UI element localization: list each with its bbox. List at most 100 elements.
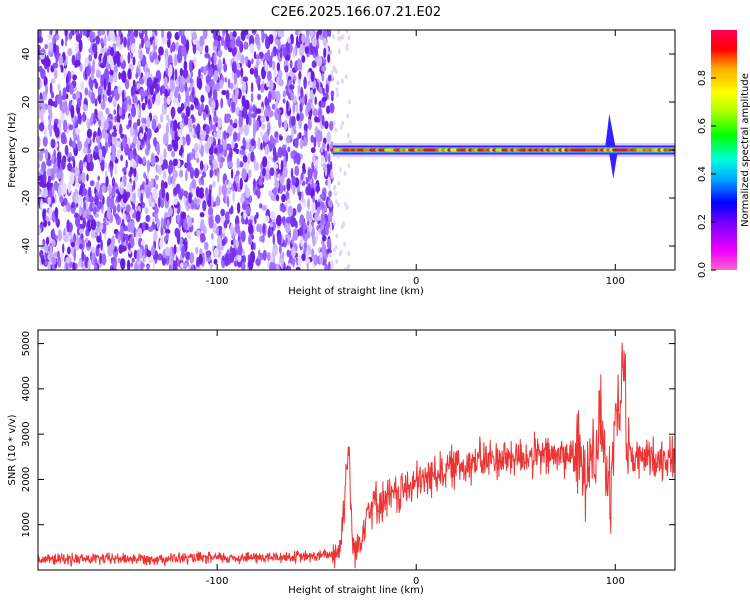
heatmap-cell bbox=[335, 233, 339, 239]
heatmap-cell bbox=[133, 208, 137, 217]
heatmap-cell bbox=[47, 196, 52, 205]
snr-ticks: -100 0 100 1000 2000 3000 4000 5000 bbox=[21, 330, 675, 587]
heatmap-cell bbox=[111, 90, 115, 99]
heatmap-cell bbox=[316, 129, 322, 142]
heatmap-cell bbox=[153, 230, 158, 242]
heatmap-cell bbox=[123, 225, 129, 232]
heatmap-cell bbox=[270, 51, 274, 59]
heatmap-cell bbox=[110, 256, 116, 263]
heatmap-cell bbox=[248, 258, 254, 270]
heatmap-cell bbox=[144, 40, 151, 48]
heatmap-cell bbox=[341, 34, 345, 40]
heatmap-cell bbox=[269, 222, 274, 228]
heatmap-cell bbox=[253, 161, 260, 171]
y-tick-label: -20 bbox=[21, 190, 32, 206]
heatmap-cell bbox=[307, 71, 312, 81]
heatmap-cell bbox=[84, 161, 87, 168]
heatmap-cell bbox=[242, 76, 249, 82]
heatmap-cell bbox=[267, 161, 271, 169]
heatmap-cell bbox=[139, 262, 145, 269]
heatmap-cell bbox=[95, 69, 102, 79]
heatmap-cell bbox=[232, 30, 237, 38]
heatmap-cell bbox=[186, 217, 190, 224]
heatmap-cell bbox=[286, 100, 289, 112]
heatmap-cell bbox=[213, 52, 217, 66]
heatmap-cell bbox=[201, 178, 205, 186]
heatmap-cell bbox=[78, 39, 83, 53]
heatmap-cell bbox=[65, 35, 68, 41]
heatmap-cell bbox=[178, 188, 184, 200]
x-tick-label: 0 bbox=[413, 576, 419, 587]
heatmap-cell bbox=[75, 43, 79, 54]
snr-frame bbox=[37, 329, 676, 571]
heatmap-cell bbox=[100, 100, 106, 110]
heatmap-cell bbox=[245, 205, 251, 216]
heatmap-cell bbox=[110, 153, 116, 163]
heatmap-cell bbox=[110, 46, 114, 57]
heatmap-cell bbox=[132, 94, 138, 104]
heatmap-cell bbox=[214, 147, 218, 155]
heatmap-cell bbox=[307, 183, 311, 194]
heatmap-cell bbox=[297, 84, 301, 95]
heatmap-cell bbox=[164, 246, 170, 256]
heatmap-cell bbox=[320, 201, 325, 210]
heatmap-cell bbox=[114, 163, 118, 176]
heatmap-cell bbox=[339, 166, 343, 172]
heatmap-cell bbox=[126, 259, 131, 270]
heatmap-cell bbox=[193, 56, 197, 67]
heatmap-cell bbox=[184, 81, 188, 93]
heatmap-cell bbox=[84, 237, 89, 244]
heatmap-cell bbox=[129, 220, 135, 234]
heatmap-cell bbox=[39, 108, 44, 121]
heatmap-cell bbox=[152, 259, 155, 270]
heatmap-cell bbox=[117, 191, 121, 203]
heatmap-cell bbox=[309, 210, 312, 223]
heatmap-cell bbox=[86, 128, 93, 139]
heatmap-cell bbox=[185, 39, 190, 52]
heatmap-cell bbox=[152, 51, 158, 60]
heatmap-cell bbox=[282, 46, 288, 58]
heatmap-cell bbox=[196, 157, 200, 164]
heatmap-cell bbox=[335, 259, 339, 265]
heatmap-cell bbox=[251, 146, 255, 152]
heatmap-cell bbox=[256, 223, 261, 233]
heatmap-cell bbox=[50, 138, 56, 149]
snr-panel: -100 0 100 1000 2000 3000 4000 5000 Height of s… bbox=[7, 329, 676, 596]
heatmap-cell bbox=[51, 197, 55, 204]
heatmap-cell bbox=[57, 83, 61, 91]
heatmap-cell bbox=[155, 207, 159, 214]
heatmap-cell bbox=[38, 162, 41, 169]
heatmap-cell bbox=[185, 251, 191, 261]
heatmap-cell bbox=[230, 223, 234, 237]
heatmap-cell bbox=[345, 74, 348, 80]
heatmap-cell bbox=[153, 137, 157, 147]
heatmap-cell bbox=[93, 78, 97, 84]
heatmap-cell bbox=[170, 45, 173, 54]
heatmap-cell bbox=[49, 30, 53, 36]
heatmap-cell bbox=[54, 182, 58, 191]
heatmap-cell bbox=[164, 235, 167, 243]
heatmap-cell bbox=[165, 122, 169, 136]
x-tick-label: -100 bbox=[206, 576, 229, 587]
heatmap-cell bbox=[285, 221, 291, 234]
heatmap-cell bbox=[227, 78, 231, 89]
heatmap-cell bbox=[71, 140, 77, 150]
heatmap-cell bbox=[54, 62, 59, 69]
heatmap-cell bbox=[182, 68, 189, 79]
heatmap-cell bbox=[186, 231, 192, 240]
colorbar-tick-label: 0.4 bbox=[697, 166, 708, 182]
heatmap-cell bbox=[285, 216, 292, 224]
heatmap-cell bbox=[257, 137, 261, 150]
heatmap-cell bbox=[67, 156, 72, 163]
heatmap-cell bbox=[207, 136, 212, 149]
heatmap-cell bbox=[327, 54, 331, 63]
heatmap-cell bbox=[55, 53, 59, 64]
heatmap-cell bbox=[236, 132, 241, 142]
heatmap-cell bbox=[335, 199, 338, 204]
heatmap-cell bbox=[309, 30, 314, 39]
heatmap-cell bbox=[176, 51, 183, 64]
heatmap-cell bbox=[132, 56, 136, 66]
heatmap-cell bbox=[280, 51, 283, 59]
heatmap-cell bbox=[46, 180, 52, 191]
heatmap-cell bbox=[208, 154, 215, 161]
